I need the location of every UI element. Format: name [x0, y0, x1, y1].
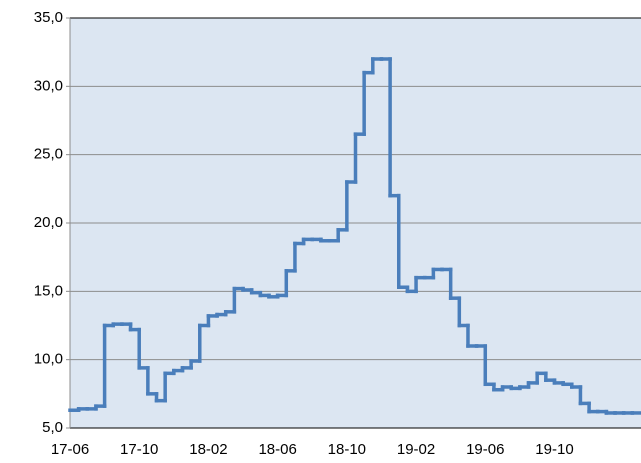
x-tick-label: 19-02 [397, 441, 435, 458]
x-tick-label: 18-02 [189, 441, 227, 458]
y-tick-label: 15,0 [34, 282, 63, 299]
x-tick-label: 17-10 [120, 441, 158, 458]
x-tick-label: 18-06 [258, 441, 296, 458]
x-tick-label: 19-06 [466, 441, 504, 458]
y-tick-label: 10,0 [34, 351, 63, 368]
x-tick-label: 17-06 [51, 441, 89, 458]
x-tick-label: 18-10 [328, 441, 366, 458]
y-tick-label: 25,0 [34, 146, 63, 163]
y-tick-label: 20,0 [34, 214, 63, 231]
x-tick-label: 19-10 [535, 441, 573, 458]
y-tick-label: 35,0 [34, 9, 63, 26]
y-tick-label: 30,0 [34, 77, 63, 94]
y-tick-label: 5,0 [42, 419, 63, 436]
